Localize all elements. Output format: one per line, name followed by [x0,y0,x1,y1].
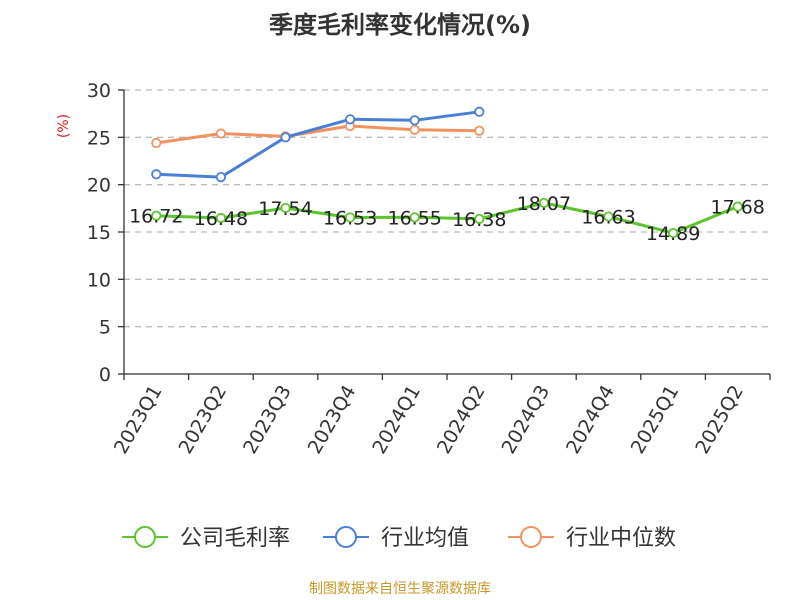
data-label: 16.48 [194,208,248,230]
x-tick-label: 2023Q4 [304,382,361,458]
series-1-point [409,115,420,126]
series-line-1 [156,110,480,179]
series-0-point [280,202,291,214]
data-label: 14.89 [646,223,700,245]
chart-title: 季度毛利率变化情况(%) [269,11,531,39]
series-0-point [474,213,485,225]
x-tick-label: 2025Q1 [627,382,684,458]
series-0-point [667,227,679,239]
source-note: 制图数据来自恒生聚源数据库 [309,581,491,597]
series-2-point [409,124,420,135]
data-label: 17.54 [258,198,312,220]
series-2-point [215,128,226,139]
data-label: 18.07 [517,193,571,215]
y-tick-label: 15 [87,222,111,244]
data-label: 16.72 [129,206,183,228]
legend-label: 行业中位数 [566,526,676,551]
series-0-point [344,212,356,223]
series-2-point [474,125,485,136]
y-tick-label: 5 [99,317,111,339]
x-tick-label: 2024Q3 [497,382,554,458]
series-1-point [151,169,162,180]
series-line-2 [156,124,480,145]
series-0-point [603,211,614,222]
y-tick-label: 20 [87,175,111,197]
series-0-point [151,210,162,221]
y-tick-label: 0 [99,364,111,386]
data-label: 16.38 [452,209,506,231]
legend-label: 行业均值 [381,526,469,551]
series-layer [151,106,743,239]
y-unit-label: (%) [56,114,72,138]
data-label: 16.55 [387,207,441,229]
legend-swatch-marker [520,526,542,548]
x-tick-label: 2024Q2 [433,382,490,458]
legend-label: 公司毛利率 [180,526,290,551]
y-tick-label: 25 [87,127,111,149]
series-line-0 [156,201,739,235]
x-tick-label: 2024Q4 [562,382,619,458]
series-0-point [215,212,226,224]
series-2-point [151,137,162,149]
x-tick-label: 2025Q2 [691,382,748,458]
series-1-point [215,171,226,183]
series-1-point [474,106,485,117]
series-0-point [409,212,420,223]
legend-swatch-marker [335,526,357,548]
y-tick-label: 10 [87,269,111,291]
series-0-point [732,201,743,212]
x-tick-label: 2024Q1 [368,382,425,458]
x-tick-label: 2023Q2 [174,382,231,458]
data-label: 16.53 [323,208,377,230]
legend-swatch-marker [134,526,156,548]
grid-layer [124,89,770,328]
data-label-layer: 16.72 16.48 17.54 16.53 16.55 16.38 18.07 16.63… [129,193,765,245]
x-tick-label: 2023Q1 [110,382,167,458]
x-tick-label: 2023Q3 [239,382,296,458]
y-tick-label: 30 [87,80,111,102]
data-label: 17.68 [710,197,764,219]
series-1-point [280,132,291,143]
series-1-point [344,114,356,125]
legend: 公司毛利率 行业均值 行业中位数 [122,526,676,551]
series-0-point [538,197,550,209]
data-label: 16.63 [581,207,635,229]
